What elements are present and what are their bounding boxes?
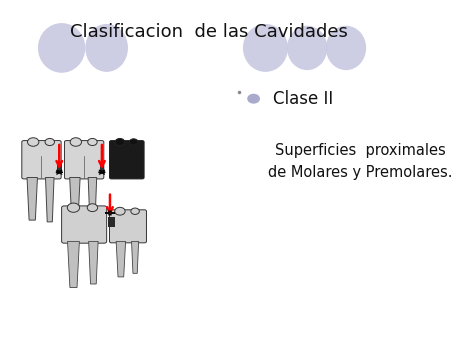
- Polygon shape: [132, 241, 138, 273]
- Polygon shape: [27, 178, 37, 220]
- Ellipse shape: [243, 24, 288, 72]
- Polygon shape: [46, 178, 54, 222]
- Ellipse shape: [85, 24, 128, 72]
- Ellipse shape: [287, 26, 327, 70]
- Text: de Molares y Premolares.: de Molares y Premolares.: [268, 165, 453, 180]
- Text: Superficies  proximales: Superficies proximales: [275, 143, 446, 158]
- FancyBboxPatch shape: [109, 210, 146, 243]
- FancyBboxPatch shape: [109, 141, 144, 179]
- Polygon shape: [70, 178, 80, 220]
- Circle shape: [88, 138, 97, 146]
- Polygon shape: [88, 178, 97, 222]
- Polygon shape: [89, 241, 98, 284]
- Circle shape: [115, 207, 125, 215]
- Circle shape: [45, 138, 55, 146]
- Ellipse shape: [326, 26, 366, 70]
- Polygon shape: [67, 241, 80, 288]
- Bar: [100, 163, 104, 172]
- Ellipse shape: [38, 23, 85, 73]
- FancyBboxPatch shape: [64, 141, 104, 179]
- Circle shape: [129, 139, 138, 145]
- Text: Clase II: Clase II: [273, 91, 333, 108]
- Polygon shape: [116, 241, 126, 277]
- FancyBboxPatch shape: [62, 206, 107, 243]
- Text: Clasificacion  de las Cavidades: Clasificacion de las Cavidades: [70, 23, 347, 41]
- Bar: [57, 163, 62, 172]
- Circle shape: [70, 138, 82, 146]
- Circle shape: [67, 203, 80, 212]
- Circle shape: [87, 204, 98, 212]
- Bar: [108, 217, 115, 227]
- Circle shape: [27, 138, 39, 146]
- Circle shape: [131, 208, 139, 214]
- FancyBboxPatch shape: [22, 141, 61, 179]
- Circle shape: [115, 138, 125, 146]
- Circle shape: [248, 94, 259, 103]
